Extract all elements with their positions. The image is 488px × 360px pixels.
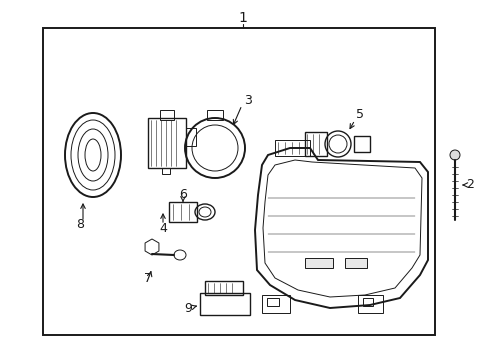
Bar — [305, 258, 332, 268]
Text: 3: 3 — [244, 94, 251, 107]
Circle shape — [449, 150, 459, 160]
Bar — [305, 132, 326, 156]
Bar — [204, 281, 243, 295]
Text: 6: 6 — [179, 189, 186, 202]
Text: 1: 1 — [238, 11, 247, 25]
Text: 7: 7 — [143, 271, 152, 284]
Text: 2: 2 — [465, 179, 473, 192]
Bar — [274, 140, 309, 156]
Bar — [353, 136, 369, 152]
Bar — [162, 168, 170, 174]
Bar — [266, 298, 279, 306]
Bar — [185, 128, 196, 146]
Bar — [262, 295, 289, 313]
Text: 9: 9 — [183, 302, 192, 315]
Bar — [206, 110, 223, 120]
Text: 5: 5 — [355, 108, 363, 122]
Bar — [169, 202, 197, 222]
Bar — [362, 298, 372, 306]
Bar — [345, 258, 366, 268]
Text: 4: 4 — [159, 221, 166, 234]
Text: 8: 8 — [76, 219, 84, 231]
Bar — [200, 293, 249, 315]
Bar — [148, 118, 185, 168]
Bar — [43, 28, 434, 335]
Bar — [160, 110, 174, 120]
Bar — [357, 295, 382, 313]
